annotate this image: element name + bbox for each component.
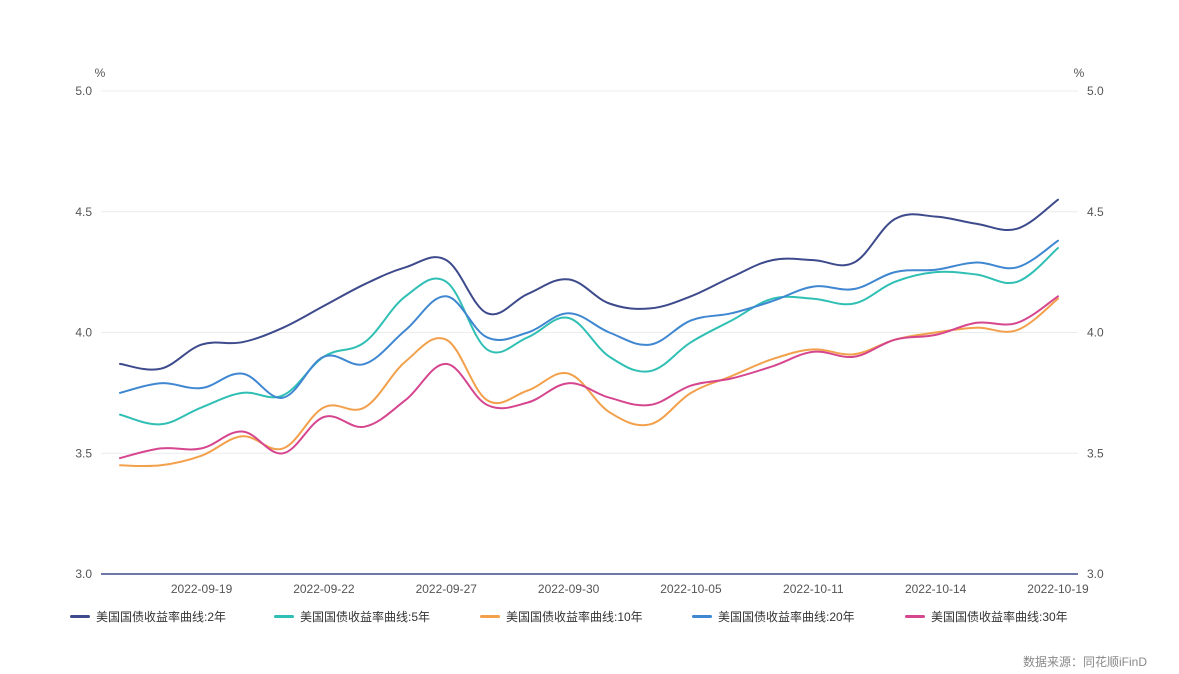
series-line-4: [119, 295, 1059, 460]
right-y-tick-label: 3.5: [1087, 446, 1104, 460]
legend-item[interactable]: 美国国债收益率曲线:20年: [692, 606, 855, 626]
legend: 美国国债收益率曲线:2年 美国国债收益率曲线:5年 美国国债收益率曲线:10年 美国国…: [0, 606, 1179, 626]
legend-item[interactable]: 美国国债收益率曲线:10年: [480, 606, 643, 626]
x-tick-label: 2022-09-27: [416, 582, 478, 596]
left-y-axis: 5.0 4.5 4.0 3.5 3.0: [75, 84, 92, 581]
legend-label: 美国国债收益率曲线:2年: [96, 609, 227, 624]
legend-swatch: [70, 614, 90, 618]
x-tick-label: 2022-10-19: [1027, 582, 1089, 596]
legend-label: 美国国债收益率曲线:10年: [506, 609, 643, 624]
x-tick-label: 2022-10-11: [783, 582, 844, 596]
legend-swatch: [692, 614, 712, 618]
right-axis-unit: %: [1074, 66, 1085, 80]
legend-item[interactable]: 美国国债收益率曲线:5年: [274, 606, 430, 626]
x-tick-label: 2022-09-30: [538, 582, 600, 596]
legend-swatch: [274, 614, 294, 618]
left-y-tick-label: 3.5: [75, 446, 92, 460]
x-axis: 2022-09-19 2022-09-22 2022-09-27 2022-09-30…: [101, 573, 1089, 596]
series-line-1: [119, 247, 1059, 426]
left-y-tick-label: 5.0: [75, 84, 92, 98]
source-note: 数据来源：同花顺iFinD: [1022, 655, 1147, 669]
right-y-tick-label: 3.0: [1087, 567, 1104, 581]
right-y-tick-label: 4.0: [1087, 326, 1104, 340]
left-axis-unit: %: [95, 66, 106, 80]
right-y-tick-label: 5.0: [1087, 84, 1104, 98]
legend-item[interactable]: 美国国债收益率曲线:2年: [70, 606, 226, 626]
legend-swatch: [905, 614, 925, 618]
left-y-tick-label: 4.5: [75, 205, 92, 219]
legend-label: 美国国债收益率曲线:5年: [300, 609, 431, 624]
grid-lines: [101, 90, 1078, 454]
x-tick-label: 2022-10-14: [905, 582, 967, 596]
left-y-tick-label: 3.0: [75, 567, 92, 581]
legend-label: 美国国债收益率曲线:20年: [718, 609, 855, 624]
x-tick-label: 2022-09-22: [293, 582, 355, 596]
series-lines: [119, 198, 1059, 468]
x-tick-label: 2022-10-05: [660, 582, 722, 596]
x-tick-label: 2022-09-19: [171, 582, 233, 596]
right-y-tick-label: 4.5: [1087, 205, 1104, 219]
legend-item[interactable]: 美国国债收益率曲线:30年: [905, 606, 1068, 626]
series-line-3: [119, 239, 1059, 399]
legend-swatch: [480, 614, 500, 618]
right-y-axis: 5.0 4.5 4.0 3.5 3.0: [1087, 84, 1104, 581]
legend-label: 美国国债收益率曲线:30年: [931, 609, 1068, 624]
series-line-0: [119, 198, 1059, 371]
left-y-tick-label: 4.0: [75, 326, 92, 340]
